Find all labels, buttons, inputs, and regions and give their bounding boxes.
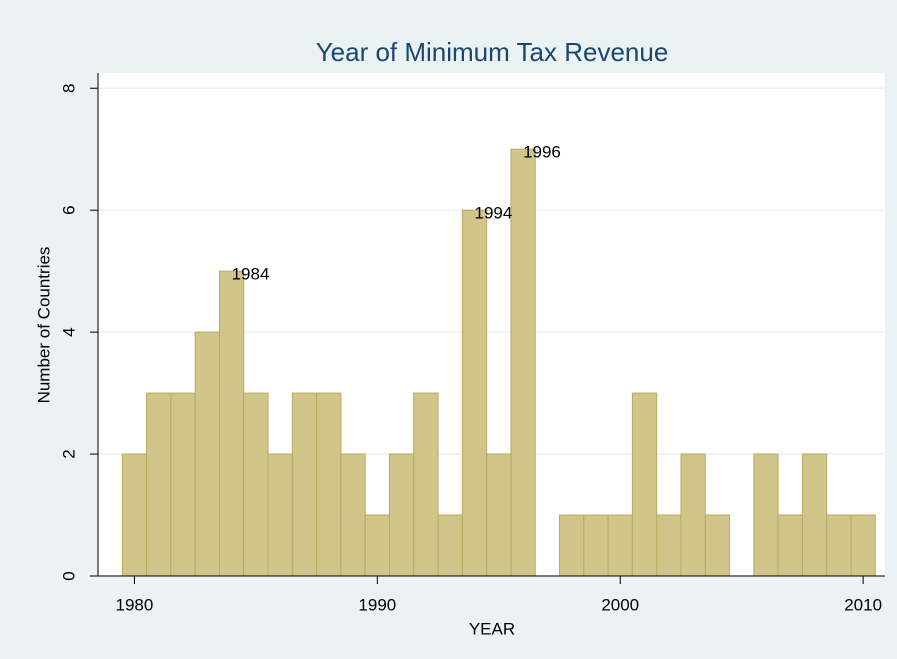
y-tick-label: 0 xyxy=(59,571,78,580)
bar xyxy=(704,514,731,577)
bar xyxy=(316,392,342,577)
bar xyxy=(656,514,682,577)
x-tick-label: 2000 xyxy=(601,595,639,614)
bar xyxy=(340,453,366,577)
bar xyxy=(218,270,245,577)
bar xyxy=(388,453,415,577)
annotation: 1984 xyxy=(232,265,270,284)
bar xyxy=(461,209,488,577)
bar xyxy=(437,514,463,577)
x-axis-label: YEAR xyxy=(469,619,515,638)
bar xyxy=(243,392,269,577)
bar xyxy=(826,514,852,577)
bar xyxy=(364,514,390,577)
bar xyxy=(559,514,585,577)
x-tick-label: 1980 xyxy=(116,595,154,614)
bar xyxy=(631,392,658,577)
bar xyxy=(146,392,172,577)
y-tick-label: 2 xyxy=(59,449,78,458)
chart-title: Year of Minimum Tax Revenue xyxy=(316,37,669,67)
y-tick-label: 8 xyxy=(59,84,78,93)
bar xyxy=(170,392,196,577)
bar xyxy=(413,392,439,577)
annotation: 1996 xyxy=(523,143,561,162)
bar xyxy=(121,453,148,577)
x-tick-label: 1990 xyxy=(358,595,396,614)
y-axis-label: Number of Countries xyxy=(34,247,53,404)
bar xyxy=(510,148,536,577)
bar xyxy=(607,514,633,577)
bar xyxy=(680,453,706,577)
bar xyxy=(486,453,512,577)
bar xyxy=(267,453,293,577)
bar xyxy=(753,453,779,577)
bar xyxy=(801,453,828,577)
bar xyxy=(583,514,609,577)
y-tick-label: 4 xyxy=(59,327,78,336)
y-tick-label: 6 xyxy=(59,205,78,214)
bar xyxy=(194,331,220,577)
bar xyxy=(777,514,803,577)
annotation: 1994 xyxy=(474,204,512,223)
x-tick-label: 2010 xyxy=(844,595,882,614)
bar xyxy=(291,392,318,577)
bar xyxy=(850,514,876,577)
